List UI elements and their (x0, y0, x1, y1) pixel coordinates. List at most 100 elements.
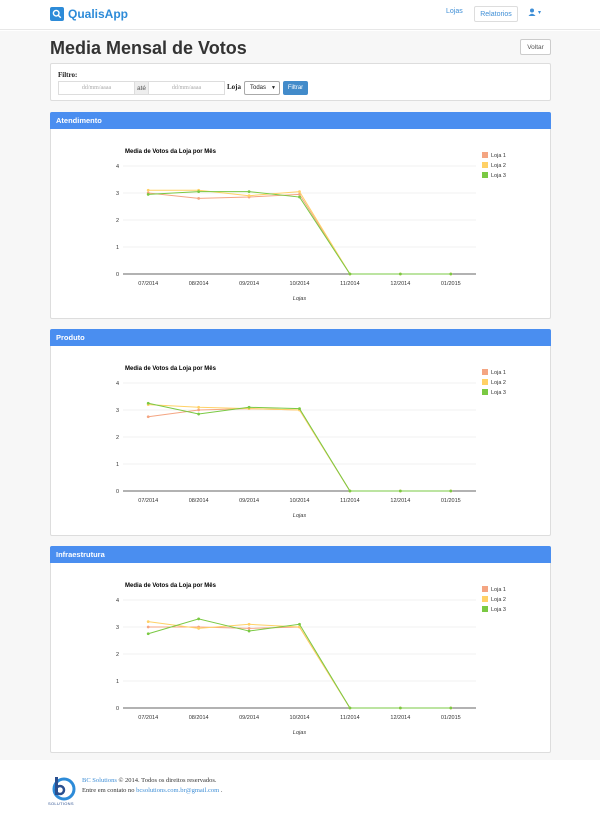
y-tick-label: 4 (116, 164, 119, 170)
data-point (197, 412, 201, 416)
x-tick-label: 12/2014 (390, 715, 410, 721)
data-point (146, 188, 150, 192)
data-point (146, 625, 150, 629)
chevron-down-icon: ▾ (538, 9, 542, 16)
filter-submit-label: Filtrar (287, 85, 304, 91)
select-arrow-icon: ▼ (271, 85, 276, 91)
legend-label: Loja 1 (491, 587, 506, 593)
page-title: Media Mensal de Votos (50, 38, 247, 58)
series-line-loja-3 (148, 618, 451, 709)
series-line-loja-1 (148, 626, 451, 709)
brand-name: QualisApp (68, 7, 129, 21)
footer-email-link[interactable]: bcsolutions.com.br@gmail.com (136, 787, 220, 794)
x-tick-label: 09/2014 (239, 498, 259, 504)
nav-relatorios-label: Relatorios (480, 10, 512, 18)
x-tick-label: 10/2014 (290, 281, 310, 287)
data-point (197, 405, 201, 409)
panel-heading: Produto (50, 329, 551, 346)
company-logo (52, 777, 76, 801)
date-range-separator-label: até (136, 84, 147, 92)
legend-swatch (482, 162, 488, 168)
y-tick-label: 3 (116, 191, 119, 197)
legend-swatch (482, 389, 488, 395)
loja-select[interactable]: Todas ▼ (244, 81, 280, 95)
legend-label: Loja 2 (491, 597, 506, 603)
data-point (197, 408, 201, 412)
company-logo-text: SOLUTIONS (48, 801, 74, 806)
legend-label: Loja 1 (491, 153, 506, 159)
y-tick-label: 2 (116, 218, 119, 224)
series-line-loja-2 (148, 404, 451, 492)
legend-label: Loja 3 (491, 173, 506, 179)
data-point (398, 706, 402, 710)
nav-link-lojas[interactable]: Lojas (446, 8, 463, 15)
nav-link-relatorios[interactable]: Relatorios (474, 6, 518, 22)
x-tick-label: 07/2014 (138, 715, 158, 721)
x-tick-label: 07/2014 (138, 498, 158, 504)
series-line-loja-1 (148, 408, 451, 492)
back-button-label: Voltar (527, 43, 544, 51)
x-tick-label: 09/2014 (239, 715, 259, 721)
filter-submit-button[interactable]: Filtrar (283, 81, 308, 95)
x-tick-label: 08/2014 (189, 281, 209, 287)
data-point (398, 272, 402, 276)
user-menu[interactable]: ▾ (528, 8, 541, 16)
legend-label: Loja 3 (491, 607, 506, 613)
x-tick-label: 08/2014 (189, 498, 209, 504)
x-tick-label: 10/2014 (290, 498, 310, 504)
series-line-loja-1 (148, 192, 451, 275)
data-point (146, 620, 150, 623)
legend-swatch (482, 596, 488, 602)
data-point (298, 190, 301, 194)
date-to-placeholder: dd/mm/aaaa (171, 85, 202, 91)
data-point (247, 190, 251, 194)
loja-label: Loja (227, 83, 241, 91)
data-point (247, 405, 251, 409)
filter-form: Filtro: dd/mm/aaaa até dd/mm/aaaa Loja T… (50, 63, 551, 101)
x-tick-label: 09/2014 (239, 281, 259, 287)
footer-contact-text: Entre em contato no (82, 787, 135, 794)
chart-infraestrutura: Media de Votos da Loja por Mês 0 1 2 3 4 07/20… (116, 583, 506, 736)
date-from-placeholder: dd/mm/aaaa (81, 85, 112, 91)
legend-swatch (482, 152, 488, 158)
data-point (247, 629, 251, 633)
data-point (298, 407, 301, 411)
data-point (247, 194, 251, 198)
legend-swatch (482, 379, 488, 385)
y-tick-label: 1 (116, 245, 119, 251)
panel-produto: Produto Media de Votos da Loja por Mês 0 1… (50, 329, 551, 536)
x-tick-label: 11/2014 (340, 498, 359, 504)
chart-title: Media de Votos da Loja por Mês (125, 366, 217, 372)
data-point (197, 617, 201, 621)
y-tick-label: 1 (116, 679, 119, 685)
legend-label: Loja 3 (491, 390, 506, 396)
panel-heading: Infraestrutura (50, 546, 551, 563)
data-point (449, 489, 453, 493)
data-point (146, 192, 150, 196)
legend-swatch (482, 586, 488, 592)
legend-label: Loja 2 (491, 380, 506, 386)
brand[interactable]: QualisApp (50, 7, 128, 21)
footer-company-link[interactable]: BC Solutions (82, 777, 117, 784)
x-tick-label: 01/2015 (441, 281, 461, 287)
series-line-loja-3 (148, 402, 451, 492)
date-from-input[interactable]: dd/mm/aaaa (58, 81, 135, 95)
footer-contact-suffix: . (220, 787, 223, 794)
y-tick-label: 4 (116, 381, 119, 387)
panel-heading: Atendimento (50, 112, 551, 129)
series-line-loja-2 (148, 621, 451, 709)
series-line-loja-3 (148, 191, 451, 275)
brand-logo-icon (50, 7, 64, 21)
legend-label: Loja 1 (491, 370, 506, 376)
legend-swatch (482, 172, 488, 178)
y-tick-label: 0 (116, 706, 119, 712)
panel-atendimento: Atendimento Media de Votos da Loja por M… (50, 112, 551, 319)
x-tick-label: 12/2014 (390, 498, 410, 504)
x-tick-label: 01/2015 (441, 498, 461, 504)
data-point (197, 197, 201, 200)
chart-title: Media de Votos da Loja por Mês (125, 149, 217, 155)
data-point (298, 622, 301, 626)
back-button[interactable]: Voltar (520, 39, 551, 55)
x-tick-label: 11/2014 (340, 715, 359, 721)
date-to-input[interactable]: dd/mm/aaaa (148, 81, 225, 95)
